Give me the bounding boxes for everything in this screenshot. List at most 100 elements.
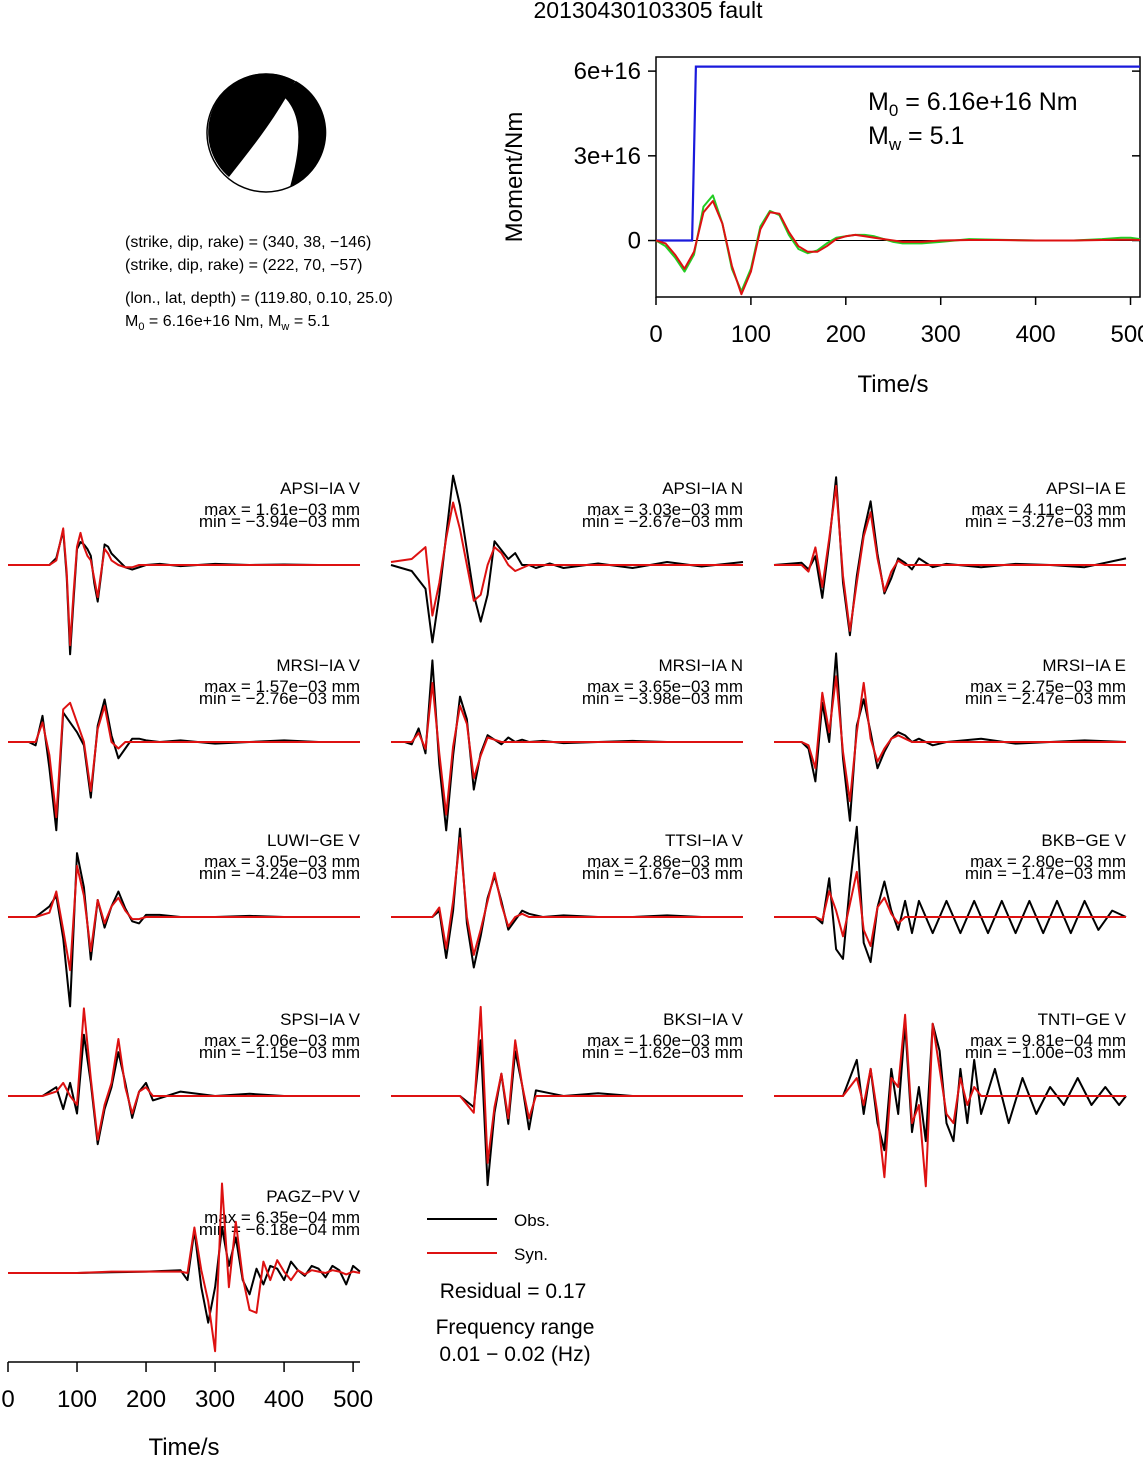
- legend-obs-label: Obs.: [514, 1211, 550, 1230]
- max-amplitude: max = 1.57e−03 mm: [204, 677, 360, 696]
- moment-y-tick-label: 3e+16: [574, 143, 641, 170]
- min-amplitude: min = −2.67e−03 mm: [582, 512, 743, 531]
- max-amplitude: max = 2.75e−03 mm: [970, 677, 1126, 696]
- station-label: MRSI−IA N: [658, 656, 743, 675]
- bottom-time-axis: 0 100 200 300 400 500 Time/s: [1, 1361, 373, 1457]
- moment-x-tick-label: 200: [826, 321, 866, 348]
- synthetic-waveform: [390, 501, 743, 617]
- moment-x-tick-label: 300: [921, 321, 961, 348]
- max-amplitude: max = 1.61e−03 mm: [204, 500, 360, 519]
- residual-text: Residual = 0.17: [440, 1280, 587, 1303]
- focal-mechanism-beachball: [206, 73, 327, 193]
- min-amplitude: min = −3.94e−03 mm: [199, 512, 360, 531]
- moment-series-line: [656, 65, 1140, 242]
- max-amplitude: max = 1.60e−03 mm: [587, 1031, 743, 1050]
- observed-waveform: [8, 1226, 361, 1324]
- station-label: APSI−IA E: [1046, 479, 1126, 498]
- synthetic-waveform: [391, 837, 743, 956]
- min-amplitude: min = −3.27e−03 mm: [965, 512, 1126, 531]
- bottom-x-tick-label: 500: [333, 1386, 373, 1413]
- synthetic-waveform: [391, 1005, 743, 1164]
- bottom-x-ticks: 0 100 200 300 400 500: [1, 1362, 373, 1413]
- stf-series-line-1: [655, 194, 1141, 293]
- min-amplitude: min = −2.47e−03 mm: [965, 689, 1126, 708]
- bottom-x-label: Time/s: [148, 1434, 219, 1457]
- station-label: MRSI−IA V: [276, 656, 360, 675]
- station-label: BKB−GE V: [1041, 831, 1126, 850]
- max-amplitude: max = 9.81e−04 mm: [970, 1031, 1126, 1050]
- min-amplitude: min = −1.47e−03 mm: [965, 864, 1126, 883]
- hypocenter: (lon., lat, depth) = (119.80, 0.10, 25.0…: [125, 290, 393, 307]
- min-amplitude: min = −1.15e−03 mm: [199, 1043, 360, 1062]
- moment-magnitude-line: M0 = 6.16e+16 Nm, Mw = 5.1: [125, 313, 330, 333]
- moment-x-tick-label: 400: [1016, 321, 1056, 348]
- synthetic-waveform: [8, 701, 360, 819]
- moment-x-label: Time/s: [857, 371, 928, 398]
- observed-waveform: [391, 1039, 743, 1187]
- max-amplitude: max = 4.11e−03 mm: [971, 500, 1126, 519]
- moment-x-ticks: 0 100 200 300 400 500: [649, 297, 1143, 348]
- station-label: APSI−IA V: [280, 479, 361, 498]
- max-amplitude: max = 2.80e−03 mm: [970, 852, 1126, 871]
- min-amplitude: min = −4.24e−03 mm: [199, 864, 360, 883]
- moment-x-tick-label: 100: [731, 321, 771, 348]
- station-label: TNTI−GE V: [1038, 1010, 1127, 1029]
- max-amplitude: max = 2.86e−03 mm: [587, 852, 743, 871]
- synthetic-waveform: [8, 1007, 360, 1141]
- moment-mw-annotation: Mw = 5.1: [868, 122, 964, 154]
- station-label: SPSI−IA V: [280, 1010, 361, 1029]
- frequency-title: Frequency range: [436, 1316, 595, 1339]
- min-amplitude: min = −6.18e−04 mm: [199, 1220, 360, 1239]
- station-label: TTSI−IA V: [665, 831, 744, 850]
- bottom-x-tick-label: 400: [264, 1386, 304, 1413]
- stf-series-line-2: [655, 200, 1141, 296]
- legend: Obs. Syn. Residual = 0.17 Frequency rang…: [427, 1211, 594, 1366]
- frequency-range: 0.01 − 0.02 (Hz): [439, 1343, 590, 1366]
- min-amplitude: min = −1.62e−03 mm: [582, 1043, 743, 1062]
- station-label: BKSI−IA V: [663, 1010, 744, 1029]
- moment-y-tick-label: 6e+16: [574, 58, 641, 85]
- synthetic-waveform: [8, 1182, 361, 1353]
- synthetic-waveform: [774, 1013, 1126, 1188]
- focal-parameters: (strike, dip, rake) = (340, 38, −146) (s…: [125, 234, 393, 333]
- max-amplitude: max = 3.05e−03 mm: [204, 852, 360, 871]
- synthetic-waveform: [8, 527, 360, 647]
- moment-x-tick-label: 0: [649, 321, 662, 348]
- synthetic-waveform: [774, 870, 1126, 947]
- observed-waveform: [774, 652, 1127, 822]
- figure-title: 20130430103305 fault: [534, 0, 764, 23]
- observed-waveform: [8, 698, 360, 832]
- nodal-plane-2: (strike, dip, rake) = (222, 70, −57): [125, 257, 362, 274]
- min-amplitude: min = −2.76e−03 mm: [199, 689, 360, 708]
- observed-waveform: [8, 529, 360, 656]
- max-amplitude: max = 3.03e−03 mm: [587, 500, 743, 519]
- moment-x-tick-label: 500: [1110, 321, 1143, 348]
- legend-syn-label: Syn.: [514, 1245, 548, 1264]
- synthetic-waveform: [774, 675, 1126, 803]
- moment-plot: 0 3e+16 6e+16 0 100 200 300 400 500 Moment/Nm T…: [501, 56, 1143, 398]
- bottom-x-tick-label: 300: [195, 1386, 235, 1413]
- station-label: MRSI−IA E: [1042, 656, 1126, 675]
- moment-m0-annotation: M0 = 6.16e+16 Nm: [868, 88, 1078, 120]
- bottom-x-tick-label: 200: [126, 1386, 166, 1413]
- min-amplitude: min = −1.67e−03 mm: [582, 864, 743, 883]
- station-label: PAGZ−PV V: [266, 1187, 360, 1206]
- bottom-x-tick-label: 100: [57, 1386, 97, 1413]
- synthetic-waveform: [8, 864, 360, 972]
- moment-y-ticks: 0 3e+16 6e+16: [574, 58, 1140, 255]
- max-amplitude: max = 6.35e−04 mm: [204, 1208, 360, 1227]
- synthetic-waveform: [391, 682, 743, 816]
